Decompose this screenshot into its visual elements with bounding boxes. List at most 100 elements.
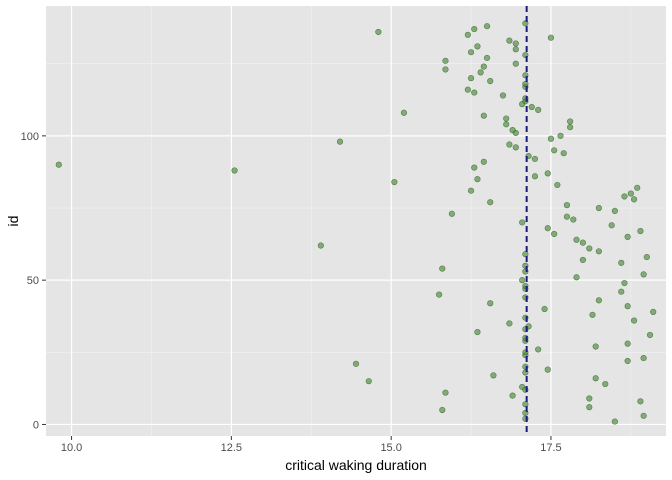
data-point <box>586 404 593 411</box>
data-point <box>535 346 542 353</box>
data-point <box>586 395 593 402</box>
data-point <box>467 75 475 82</box>
data-point <box>544 170 551 177</box>
data-point <box>618 259 625 266</box>
y-tick-label: 0 <box>33 419 39 431</box>
data-point <box>634 184 641 191</box>
data-point <box>573 236 580 243</box>
data-point <box>352 360 360 367</box>
data-point <box>547 34 555 41</box>
data-point <box>503 115 510 122</box>
data-point <box>231 167 238 174</box>
data-point <box>624 340 631 347</box>
data-point <box>365 378 372 385</box>
y-tick-label: 50 <box>27 275 39 287</box>
data-point <box>480 112 487 119</box>
data-point <box>573 274 580 281</box>
data-point <box>55 161 62 168</box>
x-axis-title: critical waking duration <box>285 457 427 473</box>
data-point <box>551 230 558 238</box>
data-point <box>528 103 535 111</box>
data-point <box>439 265 446 272</box>
data-point <box>435 291 443 298</box>
data-point <box>640 412 647 419</box>
data-point <box>490 372 497 379</box>
data-point <box>506 320 513 327</box>
data-point <box>586 245 593 252</box>
data-point <box>477 69 484 76</box>
x-tick-label: 10.0 <box>61 442 82 454</box>
data-point <box>480 63 487 70</box>
data-point <box>442 389 449 396</box>
data-point <box>595 204 602 212</box>
data-point <box>621 279 628 287</box>
x-tick-label: 15.0 <box>380 442 401 454</box>
data-point <box>547 135 555 142</box>
data-point <box>509 392 516 399</box>
data-point <box>439 406 446 414</box>
data-point <box>448 210 455 217</box>
data-point <box>589 311 596 318</box>
data-point <box>646 331 654 339</box>
data-point <box>531 173 539 180</box>
data-point <box>483 54 491 62</box>
data-point <box>567 124 574 131</box>
x-tick-label: 17.5 <box>540 442 561 454</box>
data-point <box>624 233 631 240</box>
data-point <box>471 164 478 171</box>
data-point <box>630 196 638 203</box>
data-point <box>531 155 539 163</box>
data-point <box>557 132 564 139</box>
data-point <box>480 158 487 165</box>
data-point <box>570 216 577 223</box>
data-point <box>519 383 526 391</box>
y-tick-label: 100 <box>21 131 39 143</box>
data-point <box>624 357 631 365</box>
data-point <box>551 147 558 154</box>
data-point <box>471 89 478 96</box>
data-point <box>643 253 650 261</box>
data-point <box>391 178 398 186</box>
data-point <box>400 109 408 116</box>
x-axis-ticks: 10.0 12.5 15.0 17.5 <box>61 436 562 454</box>
data-point <box>499 92 507 99</box>
data-point <box>442 57 449 64</box>
data-point <box>563 202 571 209</box>
data-point <box>595 248 602 255</box>
data-point <box>467 187 475 194</box>
data-point <box>554 181 561 189</box>
data-point <box>595 297 602 304</box>
data-point <box>467 49 475 56</box>
data-point <box>442 66 449 73</box>
data-point <box>650 308 657 316</box>
data-point <box>474 43 481 50</box>
data-point <box>474 329 481 336</box>
data-point <box>522 251 529 258</box>
data-point <box>627 190 634 197</box>
data-point <box>336 138 344 145</box>
data-point <box>509 126 516 134</box>
y-axis-ticks: 0 50 100 <box>21 131 46 431</box>
data-point <box>464 31 471 38</box>
data-point <box>512 60 519 67</box>
data-point <box>640 354 647 362</box>
data-point <box>503 121 510 128</box>
data-point <box>487 77 494 85</box>
data-point <box>579 239 587 246</box>
data-point <box>608 222 615 229</box>
data-point <box>637 228 644 235</box>
y-axis-title: id <box>5 216 21 227</box>
data-point <box>544 366 551 373</box>
data-point <box>535 106 542 113</box>
data-point <box>317 242 324 249</box>
data-point <box>602 380 609 388</box>
data-point <box>541 305 548 313</box>
data-point <box>611 207 618 214</box>
data-point <box>563 213 571 220</box>
data-point <box>621 193 628 200</box>
data-point <box>579 256 587 264</box>
data-point <box>512 46 519 53</box>
data-point <box>519 277 526 284</box>
data-point <box>464 86 471 93</box>
